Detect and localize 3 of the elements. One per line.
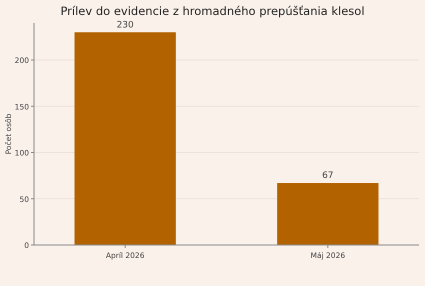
data-label: 67 bbox=[322, 171, 334, 182]
chart-title: Prílev do evidencie z hromadného prepúšťania klesol bbox=[60, 4, 365, 18]
data-label: 230 bbox=[116, 20, 134, 30]
